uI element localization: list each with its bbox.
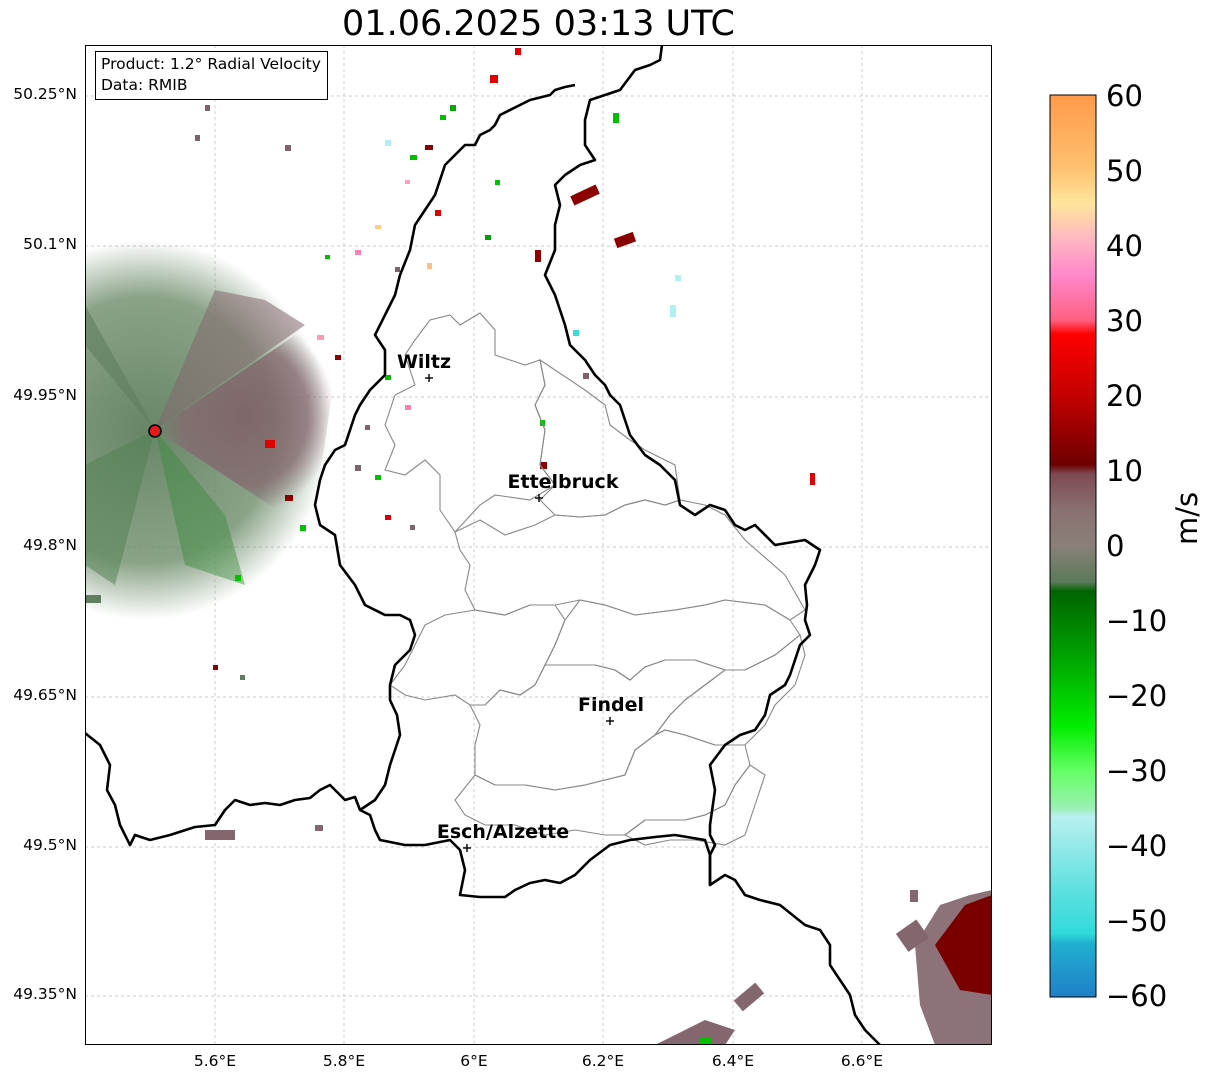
lat-label-49-35: 49.35°N	[13, 985, 77, 1003]
lat-label-50-1: 50.1°N	[23, 235, 77, 253]
lat-label-49-65: 49.65°N	[13, 686, 77, 704]
colorbar-unit-label: m/s	[1170, 491, 1204, 545]
lon-label-5-6: 5.6°E	[193, 1052, 237, 1070]
data-source-label: Data: RMIB	[101, 76, 188, 94]
lon-label-6-4: 6.4°E	[711, 1052, 755, 1070]
colorbar-tick: 20	[1106, 379, 1143, 413]
city-label-findel: Findel	[578, 694, 644, 716]
city-label-esch-alzette: Esch/Alzette	[437, 821, 569, 843]
city-label-ettelbruck: Ettelbruck	[508, 471, 619, 493]
radar-echo-near-site	[85, 240, 335, 620]
map-title: 01.06.2025 03:13 UTC	[342, 4, 735, 44]
colorbar-tick: 10	[1106, 454, 1143, 488]
colorbar-tick: 50	[1106, 154, 1143, 188]
colorbar-tick: −20	[1106, 679, 1168, 713]
colorbar-tick: −30	[1106, 754, 1168, 788]
lon-label-6-6: 6.6°E	[840, 1052, 884, 1070]
colorbar-tick: 30	[1106, 304, 1143, 338]
city-label-wiltz: Wiltz	[397, 351, 451, 373]
radar-echo-southeast	[655, 890, 992, 1045]
lat-label-49-95: 49.95°N	[13, 386, 77, 404]
map-area[interactable]: Wiltz Ettelbruck Findel Esch/Alzette	[85, 45, 992, 1045]
map-border	[85, 45, 992, 1045]
city-markers	[425, 374, 614, 852]
lon-label-6-2: 6.2°E	[581, 1052, 625, 1070]
canton-boundaries	[384, 312, 806, 846]
national-borders	[85, 45, 881, 1045]
colorbar-tick: 60	[1106, 79, 1143, 113]
colorbar-tick: 40	[1106, 229, 1143, 263]
product-label: Product: 1.2° Radial Velocity	[101, 55, 321, 73]
colorbar-tick: −40	[1106, 829, 1168, 863]
lon-label-6: 6°E	[460, 1052, 488, 1070]
radar-echo-scatter	[85, 48, 815, 840]
colorbar-tick: −50	[1106, 904, 1168, 938]
radar-site-marker[interactable]	[148, 424, 162, 438]
lon-label-5-8: 5.8°E	[322, 1052, 366, 1070]
colorbar-tick: 0	[1106, 529, 1125, 563]
lat-label-50-25: 50.25°N	[13, 85, 77, 103]
lat-label-49-8: 49.8°N	[23, 536, 77, 554]
map-canvas[interactable]: Wiltz Ettelbruck Findel Esch/Alzette	[85, 45, 992, 1045]
velocity-colorbar	[1049, 94, 1097, 998]
lat-label-49-5: 49.5°N	[23, 836, 77, 854]
product-info-box: Product: 1.2° Radial Velocity Data: RMIB	[95, 51, 328, 100]
colorbar-tick: −10	[1106, 604, 1168, 638]
colorbar-tick: −60	[1106, 979, 1168, 1013]
